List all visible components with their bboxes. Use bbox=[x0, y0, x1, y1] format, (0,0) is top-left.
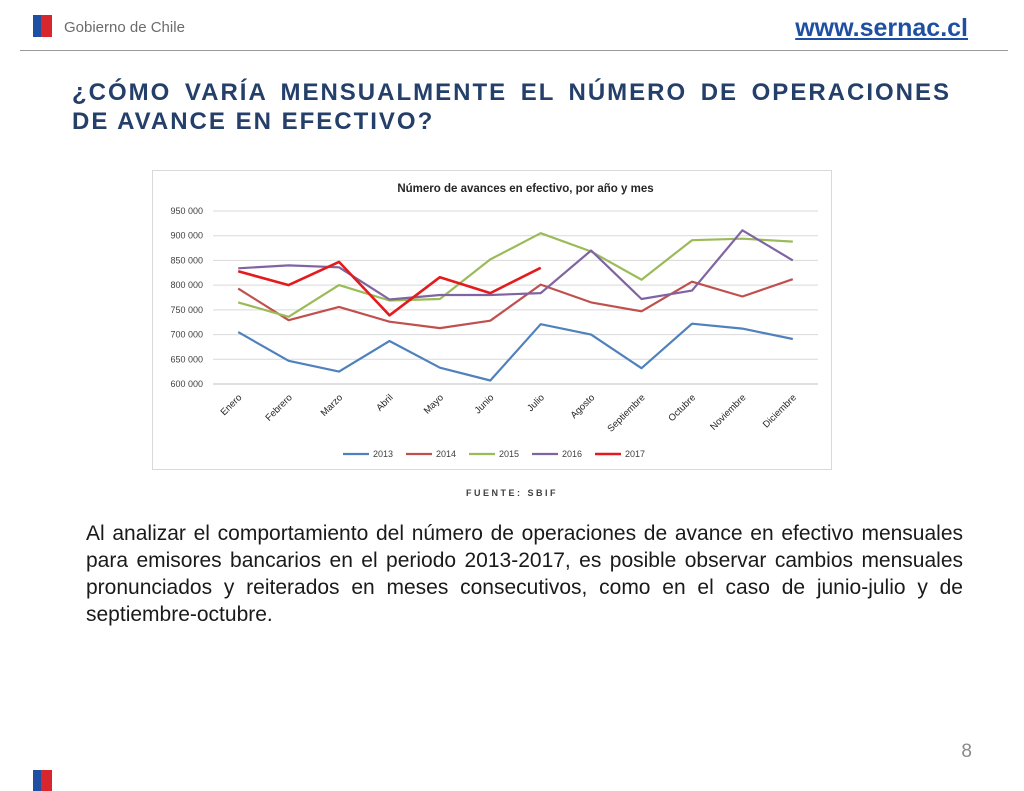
y-tick-label: 900 000 bbox=[170, 231, 203, 241]
chile-flag-logo-footer bbox=[33, 770, 52, 791]
x-tick-label: Abril bbox=[374, 392, 395, 413]
legend-label-2016: 2016 bbox=[562, 449, 582, 459]
legend-label-2014: 2014 bbox=[436, 449, 456, 459]
x-tick-label: Junio bbox=[473, 392, 497, 416]
x-tick-label: Mayo bbox=[422, 392, 446, 416]
x-tick-label: Agosto bbox=[569, 392, 598, 421]
chile-flag-logo bbox=[33, 15, 52, 37]
series-line-2015 bbox=[237, 232, 793, 318]
chart-container: Número de avances en efectivo, por año y… bbox=[152, 170, 832, 470]
page-number: 8 bbox=[961, 741, 972, 762]
legend-label-2015: 2015 bbox=[499, 449, 519, 459]
x-tick-label: Enero bbox=[219, 392, 245, 418]
chart-title: Número de avances en efectivo, por año y… bbox=[397, 183, 653, 195]
x-tick-label: Diciembre bbox=[761, 392, 799, 430]
x-tick-label: Septiembre bbox=[606, 392, 648, 434]
y-tick-label: 700 000 bbox=[170, 330, 203, 340]
slide-title: ¿CÓMO VARÍA MENSUALMENTE EL NÚMERO DE OP… bbox=[72, 79, 951, 135]
y-tick-label: 650 000 bbox=[170, 354, 203, 364]
legend-label-2013: 2013 bbox=[373, 449, 393, 459]
government-label: Gobierno de Chile bbox=[64, 19, 185, 36]
y-tick-label: 850 000 bbox=[170, 255, 203, 265]
y-tick-label: 750 000 bbox=[170, 305, 203, 315]
y-tick-label: 800 000 bbox=[170, 280, 203, 290]
x-tick-label: Octubre bbox=[666, 392, 698, 424]
y-tick-label: 600 000 bbox=[170, 379, 203, 389]
header-divider bbox=[20, 50, 1008, 51]
series-line-2017 bbox=[237, 260, 542, 317]
x-tick-label: Marzo bbox=[319, 392, 345, 418]
series-line-2014 bbox=[237, 278, 794, 330]
legend-label-2017: 2017 bbox=[625, 449, 645, 459]
source-label: FUENTE: SBIF bbox=[466, 488, 558, 498]
body-paragraph: Al analizar el comportamiento del número… bbox=[86, 522, 963, 626]
series-line-2013 bbox=[237, 322, 794, 382]
x-tick-label: Julio bbox=[525, 392, 547, 414]
line-chart: Número de avances en efectivo, por año y… bbox=[170, 183, 818, 459]
sernac-website-link[interactable]: www.sernac.cl bbox=[795, 14, 968, 42]
y-tick-label: 950 000 bbox=[170, 206, 203, 216]
x-tick-label: Febrero bbox=[263, 392, 294, 423]
x-tick-label: Noviembre bbox=[708, 392, 748, 432]
